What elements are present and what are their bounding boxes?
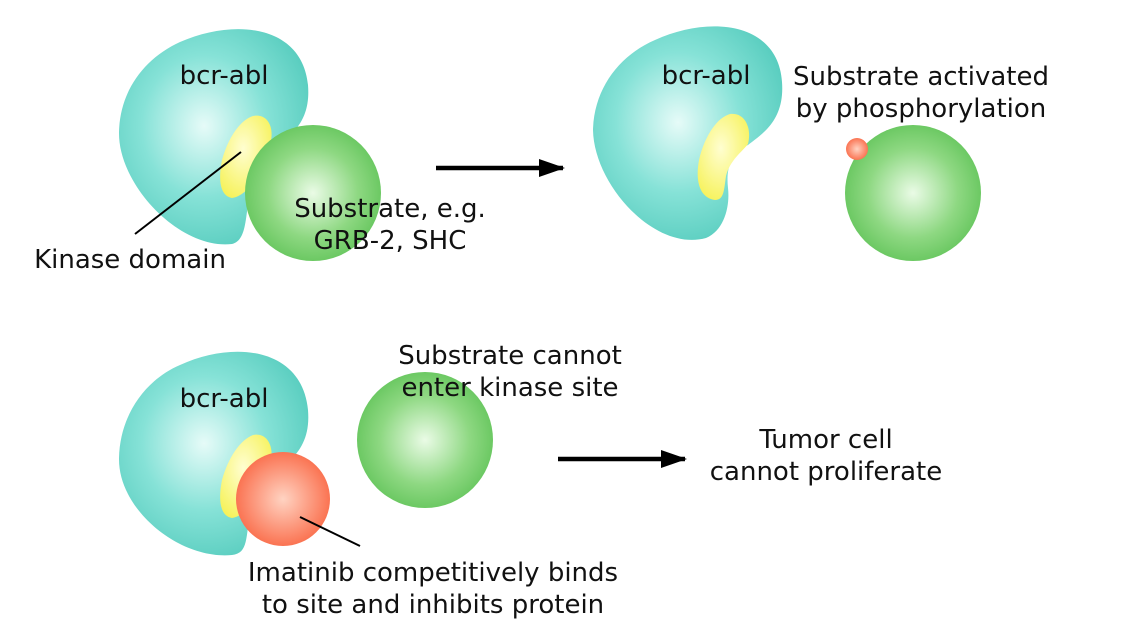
blocked-label-line-2: enter kinase site bbox=[401, 373, 618, 403]
substrate-bound bbox=[245, 125, 381, 261]
protein-label-top-left: bcr-abl bbox=[180, 61, 269, 91]
bcr-abl-protein bbox=[118, 351, 309, 556]
protein-label-bottom-left: bcr-abl bbox=[180, 384, 269, 414]
panel-top-left: bcr-abl Substrate, e.g. GRB-2, SHC Kinas… bbox=[34, 29, 486, 275]
protein-label-top-right: bcr-abl bbox=[662, 61, 751, 91]
activated-label-line-2: by phosphorylation bbox=[796, 94, 1047, 124]
blocked-label-line-1: Substrate cannot bbox=[398, 341, 622, 371]
kinase-domain-pocket bbox=[697, 113, 750, 200]
imatinib-label-line-1: Imatinib competitively binds bbox=[248, 558, 618, 588]
outcome-label-line-1: Tumor cell bbox=[758, 425, 892, 455]
phosphate-group bbox=[846, 138, 868, 160]
activated-label-line-1: Substrate activated bbox=[793, 62, 1049, 92]
substrate-blocked bbox=[357, 372, 493, 508]
panel-bottom-right: Tumor cell cannot proliferate bbox=[710, 425, 943, 487]
imatinib-pointer bbox=[299, 516, 361, 547]
outcome-label-line-2: cannot proliferate bbox=[710, 457, 943, 487]
bcr-abl-protein bbox=[118, 29, 309, 245]
imatinib-label-line-2: to site and inhibits protein bbox=[262, 590, 604, 620]
substrate-label-line-1: Substrate, e.g. bbox=[294, 194, 486, 224]
bcr-abl-protein bbox=[593, 26, 783, 240]
panel-bottom-left: bcr-abl Substrate cannot enter kinase si… bbox=[118, 341, 622, 620]
kinase-domain-label: Kinase domain bbox=[34, 245, 226, 275]
panel-top-right: bcr-abl Substrate activated by phosphory… bbox=[593, 26, 1049, 261]
substrate-free bbox=[845, 125, 981, 261]
substrate-label-line-2: GRB-2, SHC bbox=[314, 226, 467, 256]
kinase-domain-pocket bbox=[220, 115, 272, 198]
imatinib-molecule bbox=[236, 452, 330, 546]
kinase-domain-pointer bbox=[134, 151, 242, 235]
